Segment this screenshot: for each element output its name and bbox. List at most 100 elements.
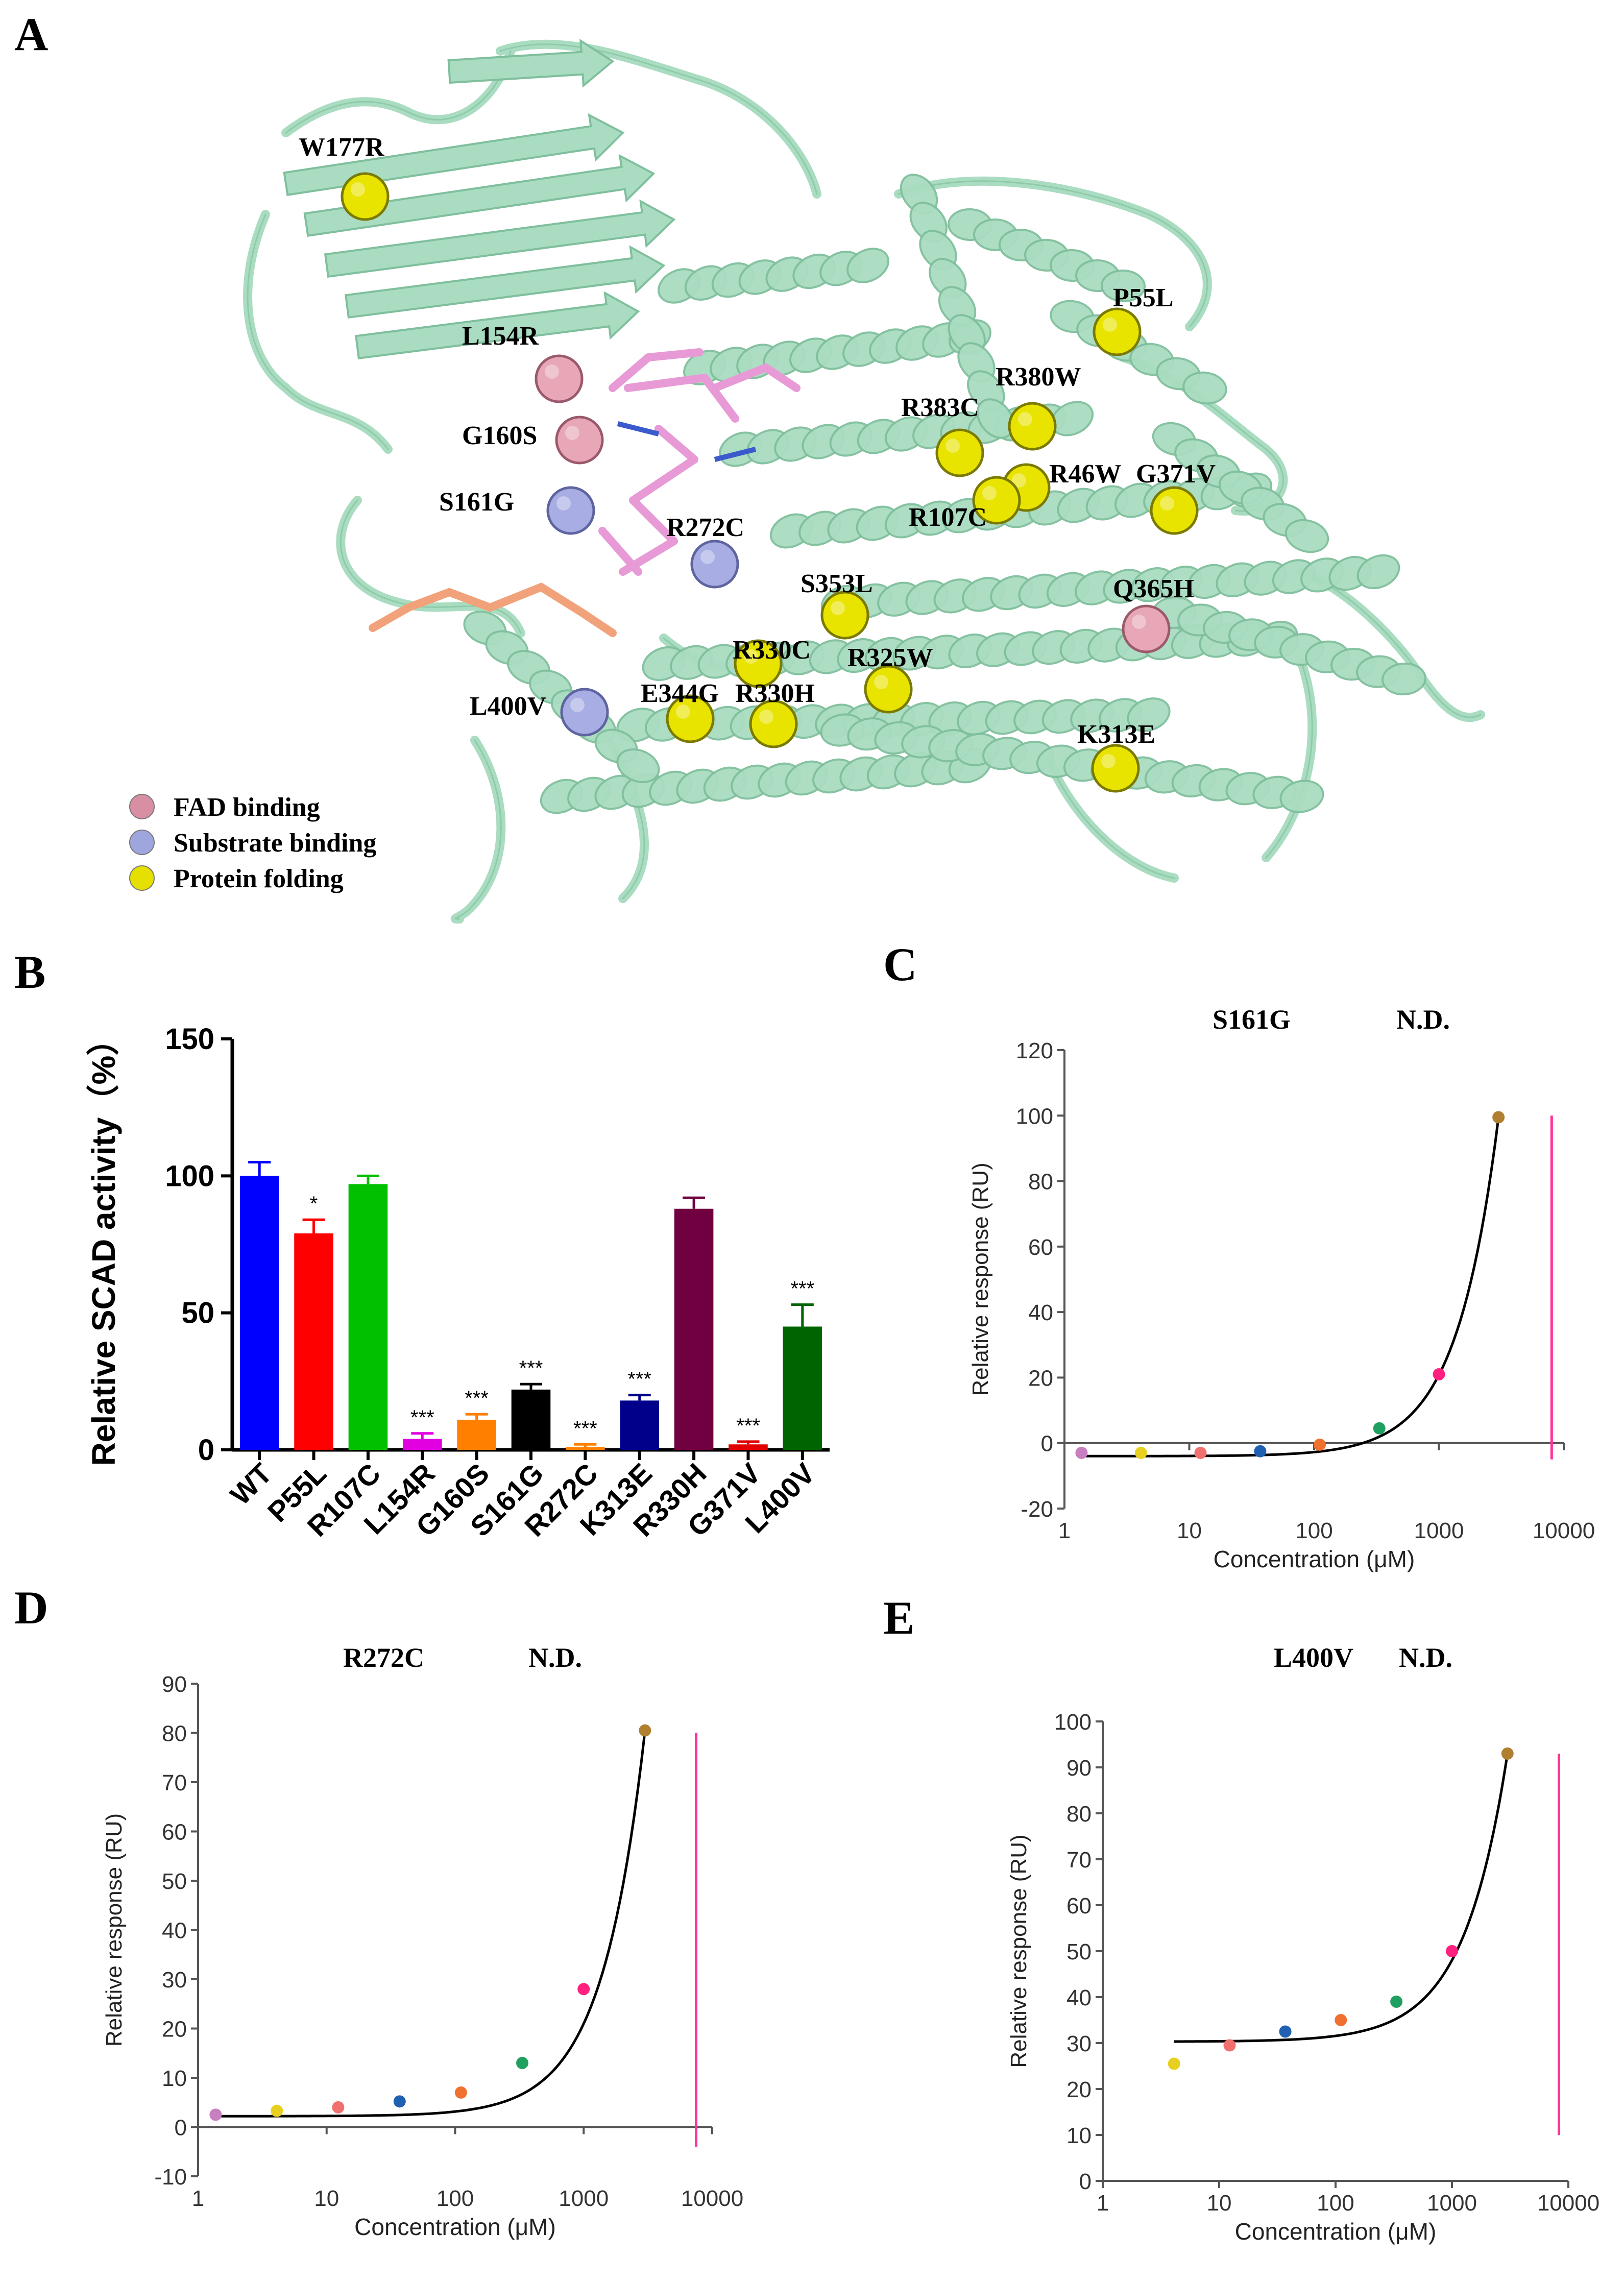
chart-title: L400V (1274, 1642, 1353, 1673)
mutation-spheres: W177R L154R G160S S161G R272C P55L R380W R383C R… (299, 133, 1216, 793)
mutation-l154r: L154R (462, 322, 584, 403)
bar (402, 1439, 442, 1450)
ligand-n-bond-1 (617, 421, 660, 436)
y-tick-label: 80 (162, 1721, 187, 1746)
data-point-4 (1314, 1438, 1326, 1451)
y-tick-label: 40 (1028, 1300, 1053, 1325)
strand-4 (447, 39, 615, 88)
helix-turn (1182, 371, 1227, 405)
sphere-highlight (831, 601, 845, 615)
ligand-bond-8 (404, 588, 453, 612)
strand-3 (344, 245, 666, 319)
bar-group-l400v: ***L400V (739, 1278, 822, 1539)
sphere-highlight (1101, 754, 1116, 768)
mutation-r330h: R330H (735, 679, 815, 748)
ligand-sticks (369, 348, 801, 637)
data-point-5 (1373, 1422, 1386, 1435)
chart-title: R272C (343, 1642, 424, 1673)
data-point-3 (1254, 1445, 1267, 1458)
sphere-highlight (700, 550, 715, 564)
data-point-0 (209, 2108, 222, 2121)
y-tick-label: 0 (198, 1434, 214, 1467)
y-tick-label: 70 (1066, 1848, 1092, 1873)
chart-title: S161G (1213, 1004, 1291, 1035)
panel-letter-b: B (14, 946, 45, 998)
mutation-label: R272C (666, 513, 744, 542)
y-tick-label: 90 (162, 1672, 187, 1697)
mutation-label: W177R (299, 133, 385, 162)
strand-5 (354, 291, 640, 360)
data-point-1 (1223, 2039, 1236, 2052)
mutation-r325w: R325W (847, 643, 933, 714)
coil-edge-11 (1265, 663, 1313, 859)
legend-swatch (129, 865, 155, 891)
data-point-6 (1501, 1747, 1514, 1760)
x-tick-label: 1000 (1427, 2191, 1477, 2216)
protein-ribbon (243, 39, 1485, 924)
significance-label: *** (736, 1415, 760, 1437)
y-tick-label: 60 (162, 1820, 187, 1845)
mutation-sphere (535, 354, 584, 403)
significance-label: *** (519, 1357, 543, 1379)
sphere-highlight (946, 439, 960, 453)
legend-item-0: FAD binding (129, 793, 320, 822)
legend-item-1: Substrate binding (129, 829, 376, 858)
nd-annotation: N.D. (528, 1642, 582, 1673)
fit-curve (215, 1730, 646, 2118)
y-tick-label: 0 (175, 2116, 187, 2141)
bar (511, 1389, 551, 1450)
significance-label: *** (627, 1368, 651, 1391)
y-tick-label: 20 (1028, 1366, 1053, 1391)
bar (620, 1400, 660, 1450)
mutation-label: S353L (801, 569, 873, 598)
mutation-label: L154R (462, 322, 540, 351)
x-tick-label: 10 (1177, 1518, 1202, 1543)
data-point-3 (393, 2095, 406, 2108)
mutation-s161g: S161G (439, 486, 595, 535)
data-point-4 (454, 2086, 467, 2099)
mutation-k313e: K313E (1077, 720, 1155, 793)
mutation-sphere (560, 688, 609, 737)
helix-turn (1284, 519, 1329, 553)
mutation-sphere (666, 694, 715, 743)
ligand-bond-16 (644, 348, 704, 361)
data-point-0 (1168, 2057, 1180, 2070)
bar (239, 1176, 279, 1450)
bar (348, 1184, 388, 1450)
helix-turn (616, 748, 660, 783)
helix-4 (820, 554, 1400, 620)
x-tick-label: 100 (1295, 1518, 1332, 1543)
mutation-sphere (1122, 604, 1171, 653)
y-tick-label: 20 (162, 2017, 187, 2042)
y-tick-label: -20 (1021, 1497, 1053, 1522)
helix-turn (1279, 780, 1324, 813)
helix-0 (658, 248, 889, 304)
strand-2 (324, 199, 676, 278)
helix-13 (820, 713, 1324, 813)
mutation-sphere (820, 591, 869, 640)
ligand-n-bond-0 (714, 447, 757, 462)
nd-annotation: N.D. (1396, 1004, 1450, 1035)
mutation-g160s: G160S (462, 416, 604, 465)
mutation-g371v: G371V (1136, 459, 1216, 535)
y-tick-label: -10 (154, 2165, 187, 2190)
mutation-label: R107C (909, 503, 987, 532)
ligand-bond-1 (700, 374, 739, 423)
sphere-highlight (351, 182, 365, 197)
mutation-r380w: R380W (996, 362, 1081, 451)
mutation-p55l: P55L (1093, 283, 1173, 356)
data-point-2 (1194, 1446, 1207, 1459)
x-tick-label: 10000 (1537, 2191, 1599, 2216)
bar (783, 1326, 822, 1450)
data-point-4 (1390, 1996, 1403, 2008)
mutation-label: R325W (847, 643, 933, 672)
mutation-label: R383C (901, 393, 979, 422)
y-tick-label: 10 (1066, 2123, 1092, 2148)
mutation-label: G160S (462, 421, 537, 450)
mutation-l400v: L400V (470, 688, 609, 737)
y-tick-label: 60 (1066, 1893, 1092, 1918)
sphere-highlight (1132, 615, 1146, 629)
y-axis-label: Relative response (RU) (1006, 1834, 1031, 2068)
